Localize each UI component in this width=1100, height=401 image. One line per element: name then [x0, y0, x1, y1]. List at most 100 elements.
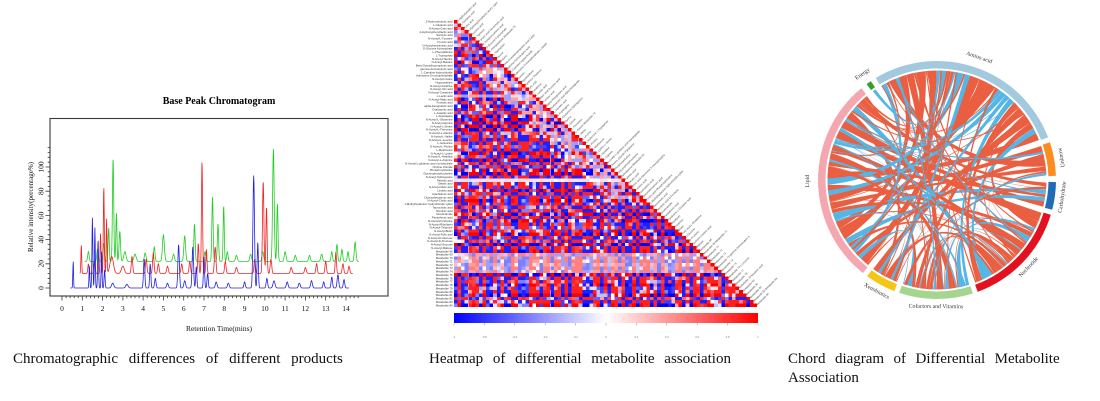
svg-text:Metabolite 72: Metabolite 72 [436, 263, 453, 267]
svg-text:2: 2 [101, 304, 105, 313]
svg-text:Metabolite 82: Metabolite 82 [436, 297, 453, 301]
svg-text:L-Phenylalanine: L-Phenylalanine [433, 50, 454, 54]
svg-text:L-Valine: L-Valine [577, 127, 587, 137]
svg-text:13: 13 [322, 304, 330, 313]
svg-text:1-Methylhydantoin hydrochlorid: 1-Methylhydantoin hydrochloride xylitol [404, 202, 453, 206]
svg-text:14: 14 [342, 304, 350, 313]
svg-text:20: 20 [37, 260, 46, 268]
svg-text:0: 0 [605, 335, 607, 339]
svg-text:L-Serine: L-Serine [567, 117, 577, 127]
svg-text:Riboflavin: Riboflavin [670, 214, 682, 226]
svg-text:L-Methionine: L-Methionine [436, 148, 453, 152]
svg-text:2-Hydroxybutyric acid: 2-Hydroxybutyric acid [426, 20, 453, 24]
svg-text:Carbohydrate: Carbohydrate [1058, 181, 1068, 213]
svg-text:-0.8: -0.8 [482, 335, 487, 339]
svg-text:L-Leucine: L-Leucine [581, 129, 593, 141]
svg-text:7: 7 [202, 304, 206, 313]
svg-text:N-Acetyl-Taurine: N-Acetyl-Taurine [432, 57, 453, 61]
svg-text:N-Acetylneuraminic acid: N-Acetylneuraminic acid [422, 43, 453, 47]
svg-text:Metabolite 81: Metabolite 81 [436, 293, 453, 297]
svg-text:0.8: 0.8 [726, 335, 730, 339]
svg-text:3: 3 [121, 304, 125, 313]
svg-text:Base Peak Chromatogram: Base Peak Chromatogram [163, 96, 276, 107]
svg-text:N-Acetyl-Sphingosine: N-Acetyl-Sphingosine [426, 175, 453, 179]
svg-text:Citric acid: Citric acid [463, 18, 475, 30]
svg-text:80: 80 [37, 187, 46, 195]
svg-text:N-Acetyl-Sucrose: N-Acetyl-Sucrose [431, 243, 453, 247]
svg-text:Metabolite 75: Metabolite 75 [436, 273, 453, 277]
svg-text:Metabolite 69: Metabolite 69 [436, 253, 453, 257]
svg-text:Metabolite 74: Metabolite 74 [436, 270, 453, 274]
svg-text:Metabolite 84: Metabolite 84 [436, 303, 453, 307]
svg-text:N-Acetyl-L-Glutamine: N-Acetyl-L-Glutamine [426, 118, 453, 122]
svg-text:Metabolite 79: Metabolite 79 [436, 286, 453, 290]
svg-text:8: 8 [222, 304, 226, 313]
svg-text:Metabolite 76: Metabolite 76 [436, 276, 453, 280]
svg-text:N-Acetyl-Riboflavin: N-Acetyl-Riboflavin [429, 222, 453, 226]
svg-text:Cofactors and Vitamins: Cofactors and Vitamins [909, 303, 964, 310]
svg-text:N-Acetyl-D-Fructose: N-Acetyl-D-Fructose [427, 239, 453, 243]
svg-text:Maltose: Maltose [695, 239, 705, 249]
svg-text:N-Acetyl-L-Proline: N-Acetyl-L-Proline [430, 145, 453, 149]
svg-text:Glycine: Glycine [563, 114, 573, 124]
svg-text:60: 60 [37, 211, 46, 219]
svg-text:-0.6: -0.6 [513, 335, 518, 339]
svg-text:Adenosine 5-monophosphate: Adenosine 5-monophosphate [416, 74, 453, 78]
svg-text:Arachidonic acid: Arachidonic acid [432, 192, 453, 196]
svg-text:-0.2: -0.2 [573, 335, 578, 339]
svg-text:Linoleic acid: Linoleic acid [437, 189, 453, 193]
svg-text:Pantothenic acid: Pantothenic acid [432, 216, 453, 220]
svg-text:alpha-Ketoglutaric acid: alpha-Ketoglutaric acid [424, 104, 453, 108]
svg-text:Retention Time(mins): Retention Time(mins) [186, 324, 253, 333]
svg-text:Unknow: Unknow [1057, 146, 1067, 168]
svg-text:Stearic acid: Stearic acid [438, 182, 453, 186]
svg-text:-1: -1 [453, 335, 456, 339]
svg-text:Biotin: Biotin [677, 224, 685, 232]
svg-text:100: 100 [37, 161, 46, 173]
svg-text:L-Tryptophan: L-Tryptophan [436, 54, 453, 58]
svg-text:Palmitic acid: Palmitic acid [437, 178, 453, 182]
svg-text:11: 11 [281, 304, 288, 313]
svg-text:N-Acetyl-Malic acid: N-Acetyl-Malic acid [429, 97, 453, 101]
svg-text:Metabolite 68: Metabolite 68 [436, 249, 453, 253]
svg-text:Taurine: Taurine [495, 50, 504, 59]
svg-text:Metabolite 77: Metabolite 77 [436, 280, 453, 284]
svg-text:N-Acetyl-L-glutamic acid monoh: N-Acetyl-L-glutamic acid monohydrate [405, 162, 453, 166]
svg-text:5: 5 [162, 304, 166, 313]
svg-text:N-Acetyl-Thiamine: N-Acetyl-Thiamine [430, 226, 453, 230]
svg-text:0: 0 [60, 304, 64, 313]
svg-text:N-Acetyl-Biotin: N-Acetyl-Biotin [434, 229, 453, 233]
svg-text:N-Acetyl-Cholic acid: N-Acetyl-Cholic acid [427, 199, 453, 203]
svg-text:Taurocholic acid: Taurocholic acid [433, 205, 453, 209]
svg-text:4-Hydroxyphenyllactic acid: 4-Hydroxyphenyllactic acid [419, 30, 453, 34]
svg-text:Nicotinamide: Nicotinamide [436, 212, 453, 216]
svg-text:1: 1 [757, 335, 759, 339]
svg-text:Creatinine: Creatinine [531, 82, 543, 94]
svg-text:Metabolite 83: Metabolite 83 [436, 300, 453, 304]
svg-text:L-Isoleucine: L-Isoleucine [438, 141, 454, 145]
svg-text:Choline chloride: Choline chloride [433, 165, 454, 169]
svg-text:-0.4: -0.4 [543, 335, 548, 339]
svg-text:N-Acetyl-Xanthine: N-Acetyl-Xanthine [430, 84, 453, 88]
svg-text:1: 1 [80, 304, 84, 313]
svg-text:Hypoxanthine: Hypoxanthine [435, 81, 453, 85]
svg-text:N-Acetyl-L-Valine: N-Acetyl-L-Valine [431, 135, 453, 139]
svg-text:Oxaloacetic acid: Oxaloacetic acid [432, 108, 453, 112]
svg-text:Metabolite 78: Metabolite 78 [436, 283, 453, 287]
svg-text:Betaine: Betaine [499, 53, 509, 63]
svg-text:N-Acetyl-L-Histidine: N-Acetyl-L-Histidine [428, 155, 453, 159]
svg-text:Succinic acid: Succinic acid [436, 33, 453, 37]
svg-text:L-Arginine: L-Arginine [602, 149, 614, 161]
svg-text:N-Acetyl-Uric acid: N-Acetyl-Uric acid [430, 87, 453, 91]
svg-text:N-Acetyl-L-Alanine: N-Acetyl-L-Alanine [429, 131, 453, 135]
svg-text:Metabolite 80: Metabolite 80 [436, 290, 453, 294]
svg-text:Lipid: Lipid [805, 175, 811, 188]
svg-text:gamma-Aminobutyric acid: gamma-Aminobutyric acid [420, 67, 453, 71]
svg-text:Uric acid: Uric acid [527, 79, 538, 90]
svg-text:Metabolite 73: Metabolite 73 [436, 266, 453, 270]
svg-text:Relative intensity(percentage%: Relative intensity(percentage%) [27, 161, 35, 252]
svg-text:N-Acetyl-Folic acid: N-Acetyl-Folic acid [429, 232, 453, 236]
svg-text:N-Acetyl-L-Leucine: N-Acetyl-L-Leucine [429, 138, 453, 142]
svg-text:Docosahexaenoic acid: Docosahexaenoic acid [424, 195, 453, 199]
svg-text:N-Acetyl-Maltose: N-Acetyl-Maltose [431, 246, 453, 250]
